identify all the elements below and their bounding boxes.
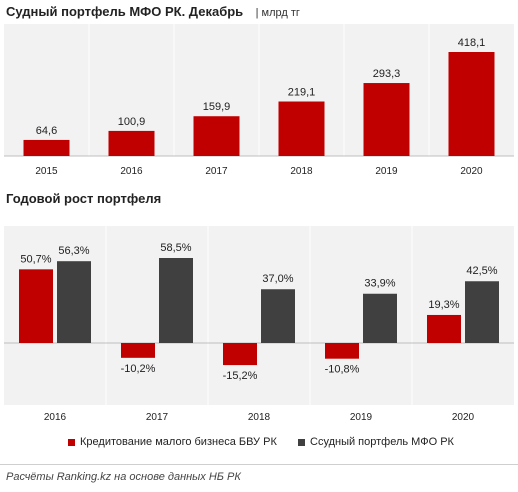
- chart2-data-label-mfo: 42,5%: [466, 265, 497, 277]
- chart2-title: Годовой рост портфеля: [6, 191, 162, 206]
- chart2-bar-bvu: [325, 343, 359, 359]
- chart1-title-row: Судный портфель МФО РК. Декабрь | млрд т…: [6, 3, 300, 23]
- footer-source: Расчёты Ranking.kz на основе данных НБ Р…: [6, 471, 241, 483]
- footer-divider: [0, 464, 518, 465]
- legend-label-bvu: Кредитование малого бизнеса БВУ РК: [80, 436, 277, 448]
- chart1-data-label: 159,9: [203, 101, 231, 113]
- legend: Кредитование малого бизнеса БВУ РК Ссудн…: [0, 436, 518, 456]
- legend-label-mfo: Ссудный портфель МФО РК: [310, 436, 454, 448]
- chart2-data-label-mfo: 58,5%: [160, 242, 191, 254]
- chart2-x-tick-label: 2017: [146, 412, 169, 423]
- legend-item-mfo: Ссудный портфель МФО РК: [298, 436, 454, 448]
- chart2-x-tick-label: 2018: [248, 412, 271, 423]
- chart2-data-label-mfo: 33,9%: [364, 278, 395, 290]
- chart2-data-label-mfo: 56,3%: [58, 245, 89, 257]
- charts-svg: 64,6 2015 100,9 2016 159,9 2017 219,1 2018 293,3…: [4, 24, 514, 423]
- chart1-bar: [363, 83, 410, 156]
- chart2-x-tick-label: 2016: [44, 412, 67, 423]
- chart2-bar-bvu: [19, 269, 53, 343]
- chart2-data-label-mfo: 37,0%: [262, 273, 293, 285]
- chart2-bar-mfo: [363, 293, 397, 343]
- chart2-bar-mfo: [57, 261, 91, 343]
- chart1-bar: [23, 139, 70, 156]
- chart1-x-tick-label: 2015: [35, 166, 58, 177]
- chart2-bar-mfo: [159, 258, 193, 343]
- chart1-title: Судный портфель МФО РК. Декабрь: [6, 4, 244, 19]
- chart1-data-label: 418,1: [458, 37, 486, 49]
- chart1-x-tick-label: 2017: [205, 166, 228, 177]
- chart2-bar-bvu: [223, 343, 257, 366]
- chart2-bar-bvu: [121, 343, 155, 358]
- chart1-data-label: 293,3: [373, 68, 401, 80]
- chart1-x-tick-label: 2018: [290, 166, 313, 177]
- legend-item-bvu: Кредитование малого бизнеса БВУ РК: [68, 436, 277, 448]
- chart1-bar: [278, 101, 325, 156]
- chart1-x-tick-label: 2016: [120, 166, 143, 177]
- legend-swatch-dark: [298, 438, 305, 446]
- chart2-bar-mfo: [261, 289, 295, 343]
- chart2-data-label-bvu: 19,3%: [428, 299, 459, 311]
- chart2-data-label-bvu: 50,7%: [20, 253, 51, 265]
- chart1-x-tick-label: 2020: [460, 166, 483, 177]
- chart1-bar: [448, 52, 495, 156]
- chart2-data-label-bvu: -15,2%: [223, 370, 258, 382]
- chart2-bar-mfo: [465, 281, 499, 343]
- chart1-data-label: 64,6: [36, 125, 57, 137]
- chart1-data-label: 100,9: [118, 116, 146, 128]
- chart2-x-tick-label: 2020: [452, 412, 475, 423]
- chart1-bar: [193, 116, 240, 156]
- chart1-data-label: 219,1: [288, 87, 316, 99]
- legend-swatch-red: [68, 438, 75, 446]
- chart1-bar: [108, 130, 155, 156]
- chart1-x-tick-label: 2019: [375, 166, 398, 177]
- chart1-unit: | млрд тг: [255, 7, 300, 19]
- chart2-bar-bvu: [427, 314, 461, 343]
- chart2-x-tick-label: 2019: [350, 412, 373, 423]
- chart2-data-label-bvu: -10,8%: [325, 364, 360, 376]
- chart2-data-label-bvu: -10,2%: [121, 363, 156, 375]
